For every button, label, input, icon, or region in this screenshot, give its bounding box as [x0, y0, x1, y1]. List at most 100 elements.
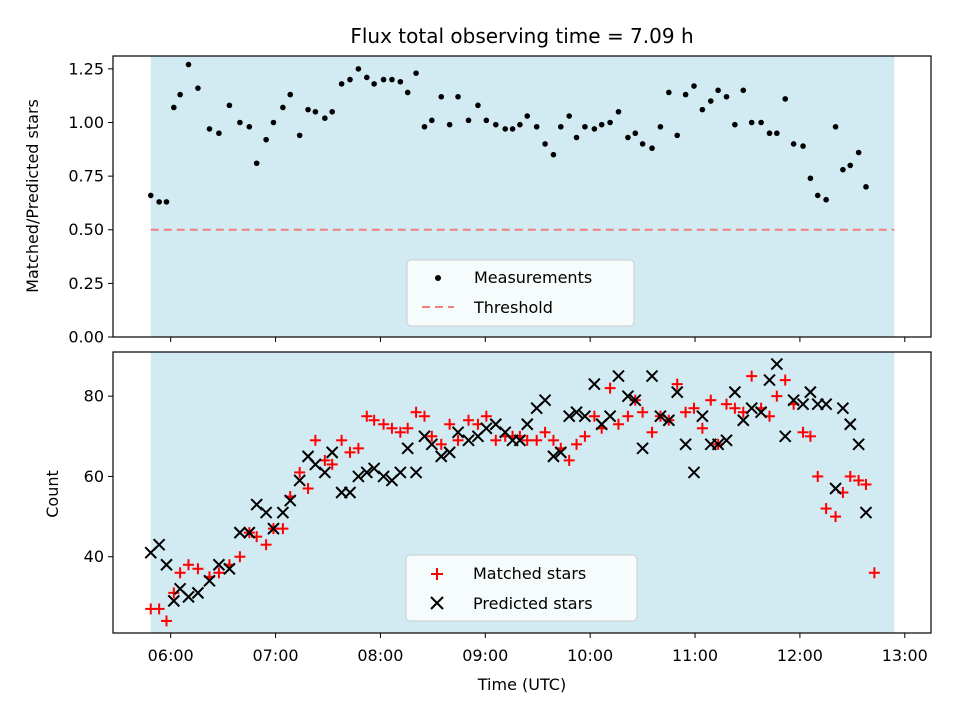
matched-star-point	[319, 454, 331, 466]
measurement-point	[766, 130, 773, 137]
predicted-star-point	[276, 506, 290, 519]
matched-star-point	[352, 442, 364, 454]
bottom-y-axis: 40 60 80	[84, 387, 113, 566]
predicted-star-point	[152, 538, 166, 551]
measurement-point	[542, 141, 548, 147]
measurement-point	[832, 123, 839, 130]
measurement-point	[465, 117, 472, 124]
predicted-star-point	[711, 438, 725, 451]
matched-star-point	[539, 426, 551, 438]
y-tick-label: 1.00	[68, 113, 104, 132]
predicted-star-point	[203, 574, 216, 588]
matched-star-point	[463, 414, 475, 426]
measurement-point	[429, 117, 435, 124]
measurement-point	[758, 119, 764, 126]
measurement-point	[287, 91, 294, 98]
matched-star-point	[394, 426, 406, 438]
matched-star-point	[830, 511, 842, 523]
predicted-star-point	[829, 482, 842, 495]
matched-star-point	[820, 503, 832, 515]
bottom-y-axis-label: Count	[43, 470, 62, 518]
matched-star-point	[344, 446, 356, 458]
measurement-point	[814, 192, 821, 199]
predicted-star-point	[293, 474, 306, 487]
matched-star-point	[426, 430, 438, 442]
measurement-point	[740, 87, 747, 94]
measurement-point	[748, 119, 755, 126]
matched-star-point	[771, 390, 783, 402]
matched-star-point	[326, 458, 338, 470]
measurement-point	[615, 108, 622, 115]
predicted-star-point	[844, 418, 857, 431]
measurement-point	[666, 89, 672, 96]
predicted-star-point	[425, 438, 439, 451]
predicted-star-point	[687, 466, 701, 479]
measurement-point	[840, 166, 846, 173]
top-y-axis: 0.00 0.25 0.50 0.75 1.00 1.25	[68, 59, 113, 347]
predicted-star-point	[538, 393, 552, 407]
y-tick-label: 80	[84, 387, 104, 406]
x-tick-label: 12:00	[777, 646, 823, 665]
predicted-star-point	[212, 558, 226, 571]
measurement-point	[163, 199, 170, 205]
predicted-star-point	[191, 586, 205, 600]
matched-star-point	[804, 430, 816, 442]
y-tick-label: 40	[84, 547, 104, 566]
measurement-point	[790, 141, 797, 147]
matched-star-point	[812, 470, 824, 482]
measurement-point	[492, 121, 499, 128]
predicted-star-point	[662, 414, 676, 427]
matched-star-point	[452, 434, 464, 446]
measurement-point	[413, 70, 419, 76]
matched-star-point	[571, 438, 583, 450]
x-tick-label: 10:00	[567, 646, 613, 665]
measurement-point	[699, 106, 706, 113]
predicted-star-point	[243, 526, 256, 539]
measurement-point	[582, 123, 588, 130]
measurement-point	[533, 123, 540, 130]
measurement-point	[483, 117, 490, 124]
measurement-point	[649, 145, 655, 152]
matched-star-point	[490, 434, 502, 446]
measurement-point	[573, 134, 580, 141]
predicted-star-point	[409, 466, 423, 479]
matched-star-point	[729, 402, 741, 414]
measurement-point	[455, 93, 461, 100]
measurement-point	[707, 98, 714, 104]
predicted-star-point	[513, 434, 527, 447]
legend-predicted-stars: Predicted stars	[473, 594, 593, 613]
predicted-star-point	[167, 594, 181, 608]
y-tick-label: 0.25	[68, 274, 104, 293]
predicted-star-point	[720, 434, 733, 447]
predicted-star-point	[779, 430, 792, 443]
measurement-point	[682, 91, 689, 98]
matched-star-point	[444, 418, 456, 430]
predicted-star-point	[728, 385, 742, 399]
matched-star-point	[410, 406, 422, 418]
matched-star-point	[277, 523, 289, 535]
predicted-star-point	[570, 406, 583, 419]
measurement-point	[509, 126, 516, 132]
measurement-point	[296, 132, 303, 139]
predicted-star-point	[480, 422, 493, 435]
measurement-point	[338, 81, 345, 87]
predicted-star-point	[819, 397, 833, 411]
matched-star-point	[746, 370, 758, 382]
matched-star-point	[622, 410, 634, 422]
measurement-point	[674, 132, 681, 139]
measurement-point	[156, 199, 162, 205]
predicted-star-point	[401, 442, 414, 455]
matched-star-point	[547, 434, 559, 446]
measurement-point	[171, 104, 177, 111]
predicted-star-point	[160, 558, 173, 571]
matched-star-point	[213, 567, 225, 579]
predicted-star-point	[377, 470, 390, 483]
y-tick-label: 0.75	[68, 167, 104, 186]
matched-star-point	[680, 406, 692, 418]
matched-star-point	[868, 567, 880, 579]
predicted-legend-marker	[430, 596, 444, 610]
y-tick-label: 60	[84, 467, 104, 486]
y-tick-label: 0.00	[68, 328, 104, 347]
legend-matched-stars: Matched stars	[473, 564, 586, 583]
